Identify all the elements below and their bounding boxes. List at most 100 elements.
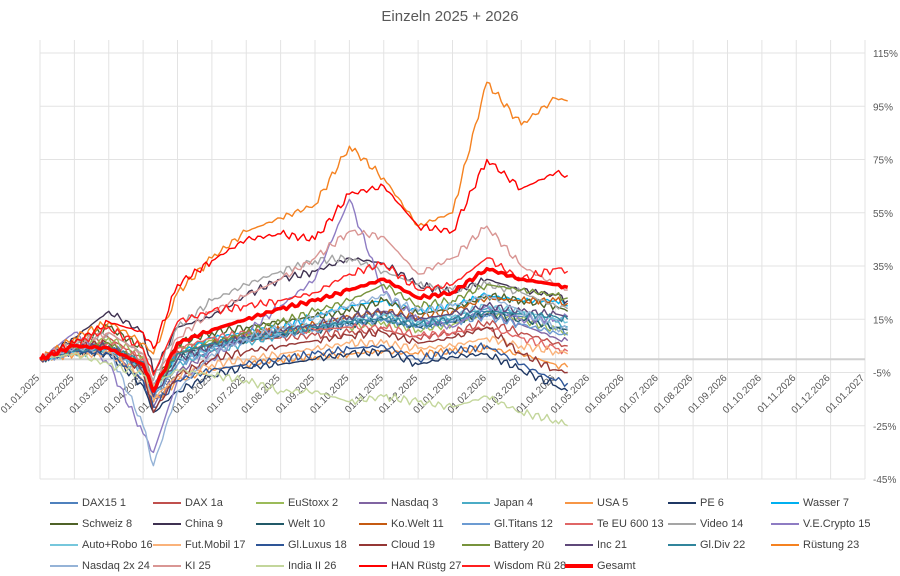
y-tick-label: -25% (873, 422, 896, 433)
series-line (39, 266, 569, 393)
legend-swatch (50, 565, 78, 567)
legend-item: USA 5 (565, 497, 628, 509)
legend-swatch (771, 502, 799, 504)
legend-item: Cloud 19 (359, 539, 435, 551)
legend-item: HAN Rüstg 27 (359, 560, 461, 572)
legend-label: China 9 (185, 518, 223, 530)
legend-item: Te EU 600 13 (565, 518, 664, 530)
y-tick-label: 15% (873, 315, 893, 326)
y-tick-label: -5% (873, 369, 891, 380)
legend-label: Inc 21 (597, 539, 627, 551)
legend-swatch (153, 502, 181, 504)
legend-label: Fut.Mobil 17 (185, 539, 246, 551)
legend-label: Auto+Robo 16 (82, 539, 153, 551)
legend-item: Nasdaq 2x 24 (50, 560, 150, 572)
legend-swatch (462, 544, 490, 546)
legend-item: V.E.Crypto 15 (771, 518, 870, 530)
chart-title: Einzeln 2025 + 2026 (381, 8, 519, 25)
y-tick-label: 35% (873, 262, 893, 273)
legend-item: Japan 4 (462, 497, 533, 509)
legend-label: Gl.Luxus 18 (288, 539, 347, 551)
legend-swatch (771, 544, 799, 546)
legend-label: Video 14 (700, 518, 744, 530)
legend-swatch (256, 502, 284, 504)
legend-label: Nasdaq 3 (391, 497, 439, 509)
legend-swatch (462, 523, 490, 525)
legend-label: Welt 10 (288, 518, 326, 530)
legend-item: Rüstung 23 (771, 539, 859, 551)
legend-label: Schweiz 8 (82, 518, 133, 530)
legend-item: Battery 20 (462, 539, 544, 551)
legend-swatch (668, 502, 696, 504)
legend-swatch (359, 565, 387, 567)
series-line (39, 225, 568, 387)
series-line (39, 283, 568, 392)
y-tick-label: 55% (873, 209, 893, 220)
legend-label: USA 5 (597, 497, 629, 509)
legend-item: EuStoxx 2 (256, 497, 338, 509)
legend-item: Schweiz 8 (50, 518, 132, 530)
legend-item: Video 14 (668, 518, 743, 530)
legend-swatch (153, 544, 181, 546)
legend-label: Rüstung 23 (803, 539, 860, 551)
legend-label: Wisdom Rü 28 (494, 560, 567, 572)
legend-item: Gl.Titans 12 (462, 518, 553, 530)
legend-item: Ko.Welt 11 (359, 518, 444, 530)
legend-label: PE 6 (700, 497, 724, 509)
legend-swatch (462, 565, 490, 567)
series-line (39, 257, 569, 376)
legend-swatch (50, 502, 78, 504)
series-line (39, 81, 568, 361)
legend-item: PE 6 (668, 497, 724, 509)
y-tick-label: 115% (873, 49, 898, 60)
y-tick-label: 75% (873, 156, 893, 167)
legend-swatch (359, 523, 387, 525)
legend-swatch (771, 523, 799, 525)
legend-swatch (359, 544, 387, 546)
legend-label: Battery 20 (494, 539, 545, 551)
legend-swatch (565, 523, 593, 525)
legend-label: EuStoxx 2 (288, 497, 339, 509)
legend-label: Gesamt (597, 560, 636, 572)
legend-label: Te EU 600 13 (597, 518, 664, 530)
legend-label: Cloud 19 (391, 539, 436, 551)
legend-item: Nasdaq 3 (359, 497, 438, 509)
legend-swatch (668, 544, 696, 546)
legend-swatch (153, 565, 181, 567)
legend-item: Welt 10 (256, 518, 325, 530)
legend-item: DAX 1a (153, 497, 223, 509)
legend-label: Gl.Div 22 (700, 539, 746, 551)
legend-label: India II 26 (288, 560, 337, 572)
legend-label: Wasser 7 (803, 497, 850, 509)
legend-item: China 9 (153, 518, 223, 530)
legend-swatch (668, 523, 696, 525)
legend-label: DAX 1a (185, 497, 223, 509)
legend-label: Ko.Welt 11 (391, 518, 444, 530)
legend-swatch (50, 544, 78, 546)
series-line (39, 292, 569, 387)
legend-swatch (565, 502, 593, 504)
legend-swatch (462, 502, 490, 504)
series-line (39, 319, 568, 392)
legend-swatch (153, 523, 181, 525)
legend-item: Gl.Div 22 (668, 539, 745, 551)
legend-item: India II 26 (256, 560, 336, 572)
legend-label: Gl.Titans 12 (494, 518, 553, 530)
legend-swatch (565, 564, 593, 568)
legend-item: Wisdom Rü 28 (462, 560, 566, 572)
legend-item: Inc 21 (565, 539, 627, 551)
legend-label: DAX15 1 (82, 497, 127, 509)
legend-swatch (50, 523, 78, 525)
y-tick-label: -45% (873, 475, 896, 486)
legend-item: KI 25 (153, 560, 211, 572)
series-line (39, 158, 569, 360)
series-line (39, 352, 569, 427)
y-tick-label: 95% (873, 102, 893, 113)
legend-label: HAN Rüstg 27 (391, 560, 462, 572)
legend-item: Auto+Robo 16 (50, 539, 153, 551)
legend-item: Gl.Luxus 18 (256, 539, 347, 551)
legend-swatch (256, 565, 284, 567)
legend-item: DAX15 1 (50, 497, 126, 509)
